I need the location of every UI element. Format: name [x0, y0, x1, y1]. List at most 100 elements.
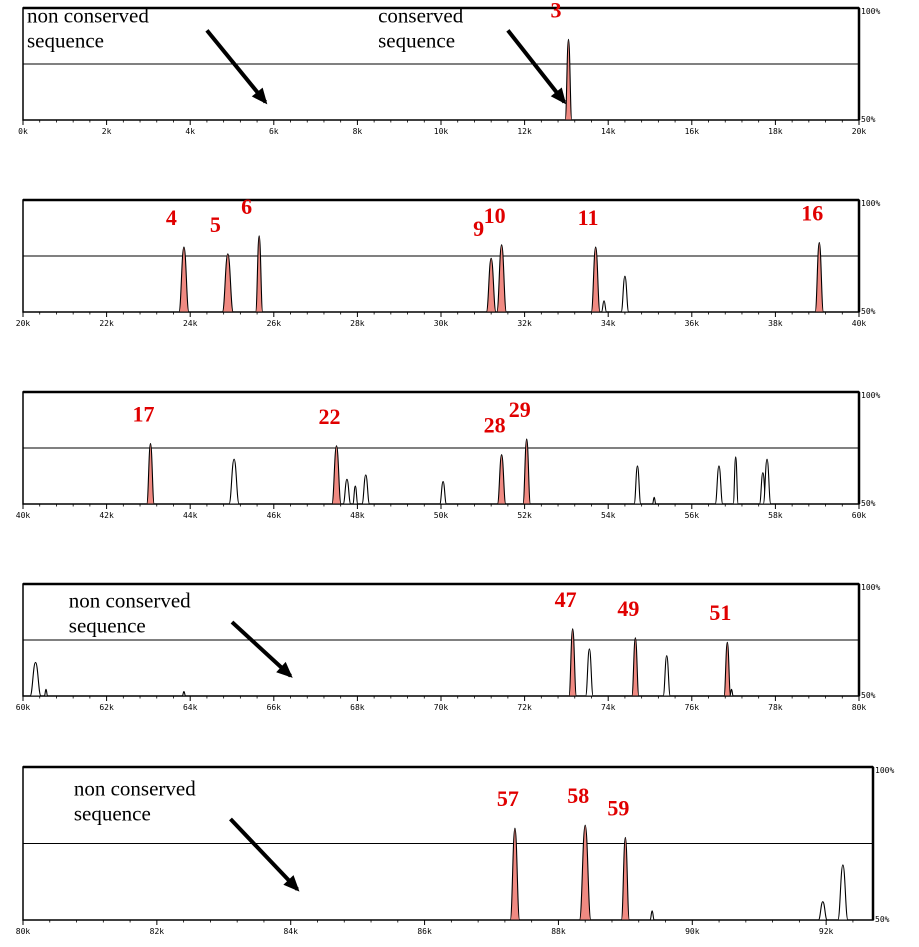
- y-tick-label-top: 100%: [875, 766, 894, 775]
- annotation-text: non conserved: [74, 776, 196, 800]
- nonconserved-peak: [729, 688, 734, 697]
- y-tick-label-bottom: 50%: [875, 915, 890, 924]
- x-tick-label: 48k: [350, 511, 365, 520]
- annotation-arrowhead: [550, 87, 567, 105]
- conserved-peak-10: [496, 244, 507, 313]
- x-tick-label: 10k: [434, 127, 449, 136]
- nonconserved-peak: [633, 465, 642, 505]
- x-tick-label: 6k: [269, 127, 279, 136]
- annotation-text: sequence: [27, 28, 104, 52]
- x-tick-label: 50k: [434, 511, 449, 520]
- chart-panel-4: 100% 50% 60k 62k 64k 66k 68k 70k 72k 74k 76k 78k 80k…: [16, 582, 880, 712]
- nonconserved-peak: [439, 481, 447, 505]
- x-tick-label: 90k: [685, 927, 700, 936]
- peak-label-5: 5: [210, 212, 221, 237]
- conserved-peak-28: [496, 454, 507, 505]
- y-tick-label-bottom: 50%: [861, 691, 876, 700]
- y-tick-label-top: 100%: [861, 7, 880, 16]
- x-tick-label: 30k: [434, 319, 449, 328]
- nonconserved-peak: [585, 648, 594, 697]
- nonconserved-peak: [732, 456, 739, 505]
- annotation-arrowhead: [251, 87, 268, 105]
- x-tick-label: 40k: [16, 511, 31, 520]
- x-tick-label: 78k: [768, 703, 783, 712]
- nonconserved-peak: [352, 485, 359, 505]
- x-tick-label: 20k: [16, 319, 31, 328]
- x-tick-label: 56k: [685, 511, 700, 520]
- x-tick-label: 88k: [551, 927, 566, 936]
- x-tick-label: 76k: [685, 703, 700, 712]
- x-tick-label: 42k: [99, 511, 114, 520]
- x-tick-label: 62k: [99, 703, 114, 712]
- peak-label-6: 6: [241, 194, 252, 219]
- chart-panel-3: 100% 50% 40k 42k 44k 46k 48k 50k 52k 54k 56k 58k 60k…: [16, 390, 880, 520]
- chart-panel-5: 100% 50% 80k 82k 84k 86k 88k 90k 92k 57 58 59 non co…: [16, 765, 894, 936]
- annotation-arrow: [205, 29, 267, 104]
- nonconserved-peak: [342, 478, 352, 505]
- x-tick-label: 40k: [852, 319, 867, 328]
- nonconserved-peak: [762, 458, 772, 505]
- nonconserved-peak: [662, 655, 671, 697]
- x-tick-label: 68k: [350, 703, 365, 712]
- x-tick-label: 74k: [601, 703, 616, 712]
- conserved-peak-9: [485, 257, 497, 313]
- conserved-peak-58: [578, 824, 592, 921]
- peak-label-3: 3: [550, 0, 561, 22]
- conserved-peak-11: [590, 246, 601, 313]
- annotation-text: sequence: [74, 801, 151, 825]
- peak-label-22: 22: [319, 404, 341, 429]
- x-tick-label: 64k: [183, 703, 198, 712]
- peak-label-11: 11: [578, 205, 599, 230]
- x-tick-label: 12k: [517, 127, 532, 136]
- x-tick-label: 28k: [350, 319, 365, 328]
- x-tick-label: 82k: [150, 927, 165, 936]
- peak-label-29: 29: [509, 397, 531, 422]
- x-tick-label: 38k: [768, 319, 783, 328]
- conserved-peak-57: [509, 827, 521, 921]
- x-tick-label: 84k: [283, 927, 298, 936]
- x-tick-label: 22k: [99, 319, 114, 328]
- x-tick-label: 92k: [819, 927, 834, 936]
- conserved-peak-6: [255, 235, 264, 313]
- nonconserved-peak: [837, 864, 849, 921]
- annotation-text: non conserved: [27, 3, 149, 27]
- x-tick-label: 46k: [267, 511, 282, 520]
- x-tick-label: 86k: [417, 927, 432, 936]
- x-tick-label: 54k: [601, 511, 616, 520]
- y-tick-label-top: 100%: [861, 391, 880, 400]
- annotation-arrow: [506, 29, 566, 104]
- peak-label-51: 51: [709, 600, 731, 625]
- x-tick-label: 66k: [267, 703, 282, 712]
- peak-label-4: 4: [166, 205, 177, 230]
- x-tick-label: 44k: [183, 511, 198, 520]
- peak-label-58: 58: [567, 783, 589, 808]
- x-tick-label: 14k: [601, 127, 616, 136]
- x-tick-label: 70k: [434, 703, 449, 712]
- x-tick-label: 20k: [852, 127, 867, 136]
- peak-label-59: 59: [607, 795, 629, 820]
- peak-label-9: 9: [473, 216, 484, 241]
- chart-panel-2: 100% 50% 20k 22k 24k 26k 28k 30k 32k 34k 36k 38k 40k…: [16, 194, 881, 328]
- x-tick-label: 0k: [18, 127, 28, 136]
- x-tick-label: 4k: [185, 127, 195, 136]
- nonconserved-peak: [181, 690, 187, 697]
- peak-label-28: 28: [484, 413, 506, 438]
- peak-label-17: 17: [132, 402, 154, 427]
- conserved-peak-5: [221, 253, 234, 313]
- conserved-peak-17: [146, 442, 155, 505]
- x-tick-label: 58k: [768, 511, 783, 520]
- x-tick-label: 34k: [601, 319, 616, 328]
- chart-panel-1: 100% 50% 0k 2k 4k 6k 8k 10k 12k 14k 16k 18k 20k 3 non …: [18, 0, 880, 136]
- conserved-peak-4: [178, 246, 190, 313]
- y-tick-label-top: 100%: [861, 199, 880, 208]
- nonconserved-peak: [817, 901, 828, 921]
- conserved-peak-59: [620, 836, 630, 921]
- x-tick-label: 26k: [267, 319, 282, 328]
- conserved-peak-29: [522, 438, 531, 505]
- x-tick-label: 16k: [685, 127, 700, 136]
- annotation-arrowhead: [276, 661, 293, 678]
- x-tick-label: 36k: [685, 319, 700, 328]
- conserved-peak-16: [814, 242, 825, 313]
- y-tick-label-bottom: 50%: [861, 499, 876, 508]
